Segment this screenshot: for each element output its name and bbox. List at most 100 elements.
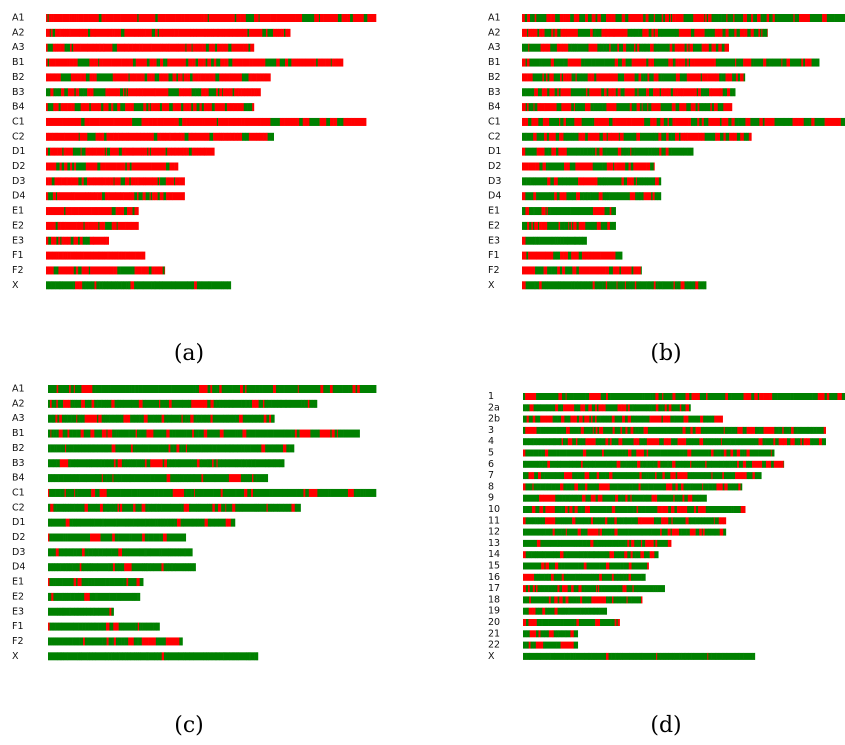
band-segment [193, 474, 195, 483]
band-segment [322, 117, 326, 126]
band-segment [108, 192, 110, 201]
band-segment [205, 43, 210, 52]
band-segment [153, 132, 158, 141]
band-segment [719, 73, 721, 82]
band-segment [584, 58, 589, 67]
band-segment [95, 474, 98, 483]
band-segment [186, 414, 189, 423]
band-segment [255, 429, 257, 438]
band-segment [539, 573, 545, 581]
band-segment [599, 426, 603, 434]
band-segment [592, 117, 595, 126]
band-segment [74, 385, 80, 393]
band-segment [540, 404, 548, 412]
band-segment [606, 103, 614, 112]
band-segment [140, 622, 143, 631]
band-segment [90, 251, 94, 260]
band-segment [196, 43, 200, 52]
band-segment [205, 88, 209, 97]
band-segment [634, 73, 636, 82]
band-segment [48, 548, 50, 557]
band-segment [550, 251, 554, 260]
band-segment [596, 494, 599, 502]
band-segment [374, 385, 377, 393]
band-segment [61, 414, 66, 423]
band-segment [697, 103, 700, 112]
band-segment [117, 518, 126, 527]
band-segment [75, 236, 79, 245]
band-segment [723, 517, 727, 525]
band-segment [368, 488, 377, 497]
band-segment [690, 517, 695, 525]
band-segment [101, 103, 104, 112]
band-segment [546, 14, 551, 22]
band-segment [53, 103, 56, 112]
band-segment [536, 266, 541, 275]
band-segment [80, 251, 84, 260]
band-segment [724, 393, 726, 400]
band-segment [578, 438, 583, 446]
band-segment [638, 483, 641, 491]
band-segment [636, 551, 641, 559]
band-segment [627, 562, 630, 570]
band-segment [130, 103, 135, 112]
band-segment [48, 414, 53, 423]
band-segment [580, 221, 584, 230]
band-segment [216, 459, 218, 468]
band-segment [175, 14, 177, 22]
band-segment [570, 221, 573, 230]
band-segment [236, 88, 239, 97]
band-segment [216, 103, 226, 112]
band-segment [636, 103, 641, 112]
band-segment [633, 438, 637, 446]
band-segment [50, 474, 55, 483]
band-segment [86, 474, 96, 483]
band-segment [254, 14, 259, 22]
band-segment [61, 177, 66, 186]
band-segment [218, 459, 220, 468]
band-segment [158, 414, 162, 423]
band-segment [92, 548, 96, 557]
band-segment [583, 147, 588, 156]
band-segment [612, 221, 616, 230]
band-segment [131, 399, 140, 408]
band-segment [224, 399, 227, 408]
band-segment [539, 506, 544, 513]
band-segment [226, 103, 232, 112]
band-segment [131, 563, 143, 572]
band-segment [87, 652, 90, 661]
band-segment [52, 622, 54, 631]
band-segment [708, 117, 721, 126]
band-segment [555, 132, 560, 141]
band-segment [66, 207, 71, 216]
band-segment [103, 43, 105, 52]
band-segment [257, 652, 259, 661]
band-segment [84, 592, 87, 601]
band-segment [564, 58, 568, 67]
band-segment [631, 266, 634, 275]
band-segment [607, 517, 610, 525]
band-segment [602, 192, 606, 201]
chromosome-label: A1 [12, 384, 25, 395]
band-segment [537, 449, 539, 457]
band-segment [674, 58, 676, 67]
band-segment [82, 236, 87, 245]
band-segment [192, 28, 197, 37]
band-segment [593, 506, 598, 513]
band-segment [96, 592, 98, 601]
band-segment [657, 539, 669, 547]
band-segment [127, 652, 131, 661]
band-segment [119, 503, 121, 512]
band-segment [674, 415, 676, 423]
band-segment [563, 426, 567, 434]
band-segment [595, 132, 600, 141]
band-segment [171, 548, 176, 557]
band-segment [718, 528, 720, 536]
band-segment [64, 103, 67, 112]
band-segment [622, 415, 626, 423]
band-segment [95, 28, 109, 37]
band-segment [657, 281, 660, 290]
band-segment [584, 73, 588, 82]
band-segment [628, 147, 631, 156]
band-segment [590, 415, 593, 423]
